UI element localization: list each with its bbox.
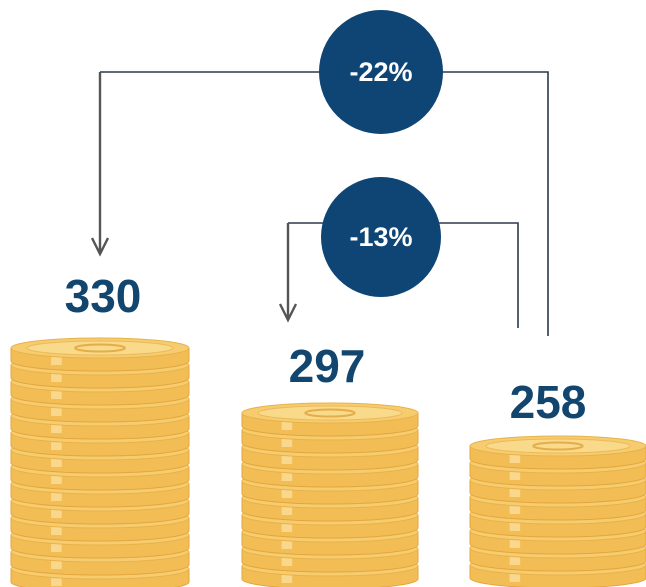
amount-label: 330	[65, 270, 142, 322]
amount-label: 297	[289, 340, 366, 392]
coin	[258, 406, 402, 420]
coin	[27, 341, 173, 355]
coin	[486, 439, 630, 453]
infographic: -22% -13% 330 297 258	[0, 0, 646, 587]
connector	[100, 72, 548, 336]
change-label: -13%	[349, 222, 412, 252]
arrow	[280, 223, 296, 320]
change-label: -22%	[349, 57, 412, 87]
amount-label: 258	[510, 376, 587, 428]
arrow	[92, 72, 108, 254]
